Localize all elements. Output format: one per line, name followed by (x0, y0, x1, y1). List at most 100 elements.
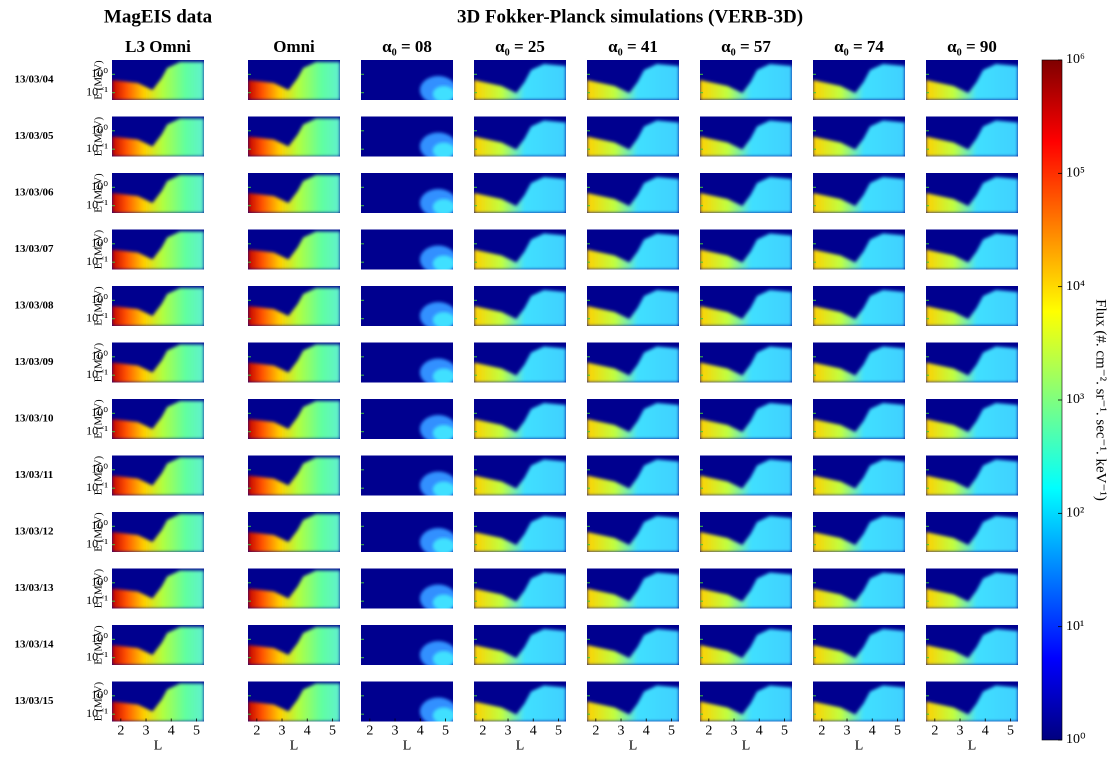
x-tick-label: 3 (957, 724, 964, 739)
x-axis-label: L (403, 739, 412, 754)
y-tick-label: 10⁻¹ (86, 423, 108, 437)
heatmap-panel (248, 343, 340, 383)
heatmap-panel (926, 569, 1018, 609)
y-tick-label: 10⁰ (91, 66, 108, 80)
heatmap-panel (926, 456, 1018, 496)
y-tick-label: 10⁰ (91, 349, 108, 363)
row-label: 13/03/13 (14, 582, 54, 594)
heatmap-panel (474, 173, 566, 213)
heatmap-panel (361, 512, 457, 556)
heatmap-panel (587, 512, 679, 552)
heatmap-panel (813, 286, 905, 326)
x-axis-label: L (629, 739, 638, 754)
colorbar-label: Flux (#. cm⁻². sr⁻¹. sec⁻¹. keV⁻¹) (1093, 299, 1109, 501)
heatmap-panel (361, 569, 457, 613)
heatmap-panel (474, 456, 566, 496)
y-tick-label: 10⁻¹ (86, 367, 108, 381)
y-tick-label: 10⁰ (91, 575, 108, 589)
row-label: 13/03/07 (14, 243, 54, 255)
x-tick-label: 5 (668, 724, 675, 739)
column-header: α₀ = 74 (834, 37, 884, 56)
y-tick-label: 10⁻¹ (86, 480, 108, 494)
x-tick-label: 4 (304, 724, 311, 739)
heatmap-panel (700, 456, 792, 496)
heatmap-panel (587, 117, 679, 157)
heatmap-panel (700, 399, 792, 439)
heatmap-panel (813, 682, 905, 722)
heatmap-panel (926, 117, 1018, 157)
x-tick-label: 2 (117, 724, 124, 739)
heatmap-panel (813, 512, 905, 552)
column-header: α₀ = 25 (495, 37, 545, 56)
heatmap-panel (700, 343, 792, 383)
y-tick-label: 10⁰ (91, 405, 108, 419)
heatmap-panel (361, 60, 457, 104)
heatmap-panel (926, 173, 1018, 213)
y-axis-label: E (MeV) (93, 681, 105, 721)
heatmap-panel (248, 60, 340, 100)
heatmap-panel (587, 399, 679, 439)
x-tick-label: 5 (1007, 724, 1014, 739)
x-tick-label: 4 (982, 724, 989, 739)
heatmap-panel (474, 682, 566, 722)
heatmap-panel (587, 173, 679, 213)
column-header: α₀ = 90 (947, 37, 997, 56)
x-tick-label: 4 (643, 724, 650, 739)
heatmap-panel (587, 456, 679, 496)
y-tick-label: 10⁰ (91, 462, 108, 476)
colorbar-tick-label: 10⁶ (1066, 52, 1085, 67)
y-tick-label: 10⁻¹ (86, 536, 108, 550)
colorbar-tick-label: 10⁴ (1066, 279, 1085, 294)
heatmap-panel (926, 343, 1018, 383)
y-tick-label: 10⁻¹ (86, 84, 108, 98)
heatmap-panel (248, 682, 340, 722)
x-tick-label: 4 (168, 724, 175, 739)
heatmap-panel (700, 60, 792, 100)
heatmap-panel (813, 456, 905, 496)
x-tick-label: 5 (329, 724, 336, 739)
x-axis-label: L (968, 739, 977, 754)
y-tick-label: 10⁰ (91, 631, 108, 645)
row-label: 13/03/04 (14, 74, 54, 86)
heatmap-panel (112, 512, 204, 552)
colorbar-tick-label: 10² (1066, 506, 1084, 521)
column-header: Omni (273, 37, 315, 56)
heatmap-panel (587, 286, 679, 326)
heatmap-panel (700, 512, 792, 552)
y-axis-label: E (MeV) (93, 173, 105, 213)
x-tick-label: 3 (505, 724, 512, 739)
heatmap-panel (813, 343, 905, 383)
y-axis-label: E (MeV) (93, 399, 105, 439)
x-axis-label: L (290, 739, 299, 754)
heatmap-panel (112, 399, 204, 439)
heatmap-panel (474, 625, 566, 665)
heatmap-panel (474, 569, 566, 609)
heatmap-panel (813, 173, 905, 213)
heatmap-panel (700, 569, 792, 609)
heatmap-panel (474, 60, 566, 100)
column-header: L3 Omni (125, 37, 191, 56)
x-tick-label: 3 (844, 724, 851, 739)
heatmap-panel (474, 117, 566, 157)
y-axis-label: E (MeV) (93, 342, 105, 382)
y-tick-label: 10⁻¹ (86, 649, 108, 663)
heatmap-panel (361, 173, 457, 217)
heatmap-panel (813, 399, 905, 439)
column-header: α₀ = 41 (608, 37, 658, 56)
row-label: 13/03/05 (14, 130, 54, 142)
heatmap-panel (112, 286, 204, 326)
y-tick-label: 10⁰ (91, 688, 108, 702)
heatmap-panel (587, 625, 679, 665)
heatmap-panel (926, 682, 1018, 722)
y-tick-label: 10⁰ (91, 518, 108, 532)
x-tick-label: 3 (618, 724, 625, 739)
x-tick-label: 3 (143, 724, 150, 739)
heatmap-panel (587, 569, 679, 609)
heatmap-panel (248, 286, 340, 326)
heatmap-panel (248, 173, 340, 213)
y-tick-label: 10⁰ (91, 236, 108, 250)
heatmap-panel (361, 625, 457, 669)
heatmap-panel (361, 456, 457, 500)
heatmap-panel (361, 286, 457, 330)
row-label: 13/03/12 (14, 526, 54, 538)
